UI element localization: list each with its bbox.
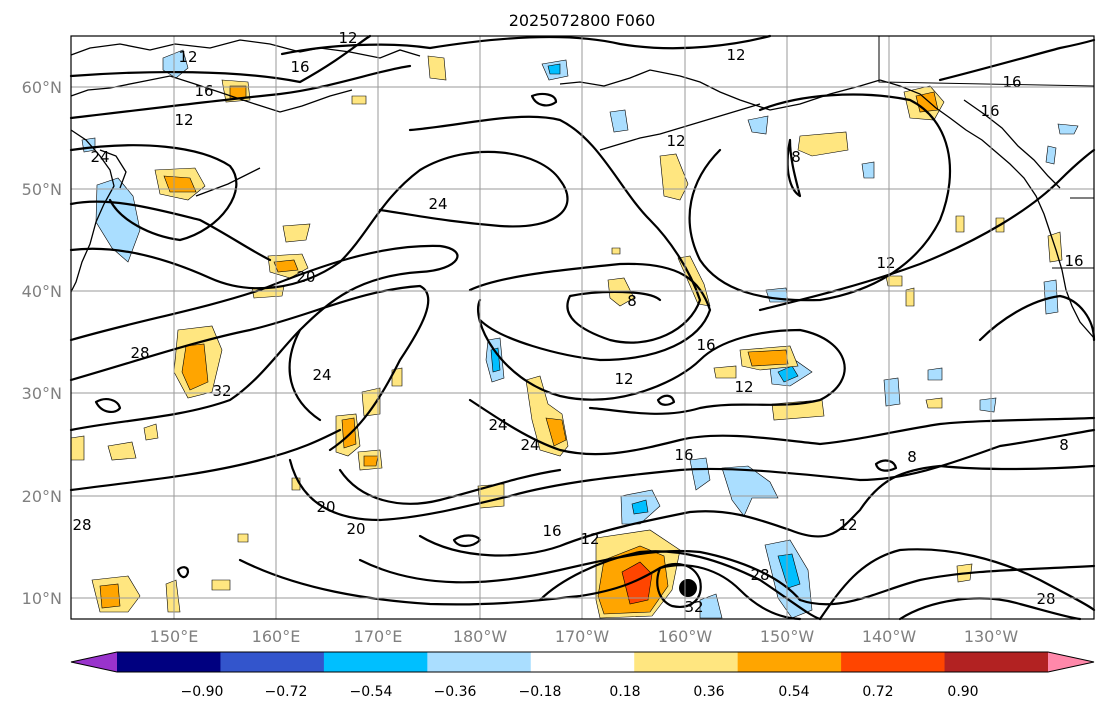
colorbar-tick-label: 0.90 <box>947 684 978 700</box>
colorbar-tick-label: −0.18 <box>519 684 562 700</box>
contour-label: 20 <box>316 498 335 516</box>
colorbar-tick-label: −0.72 <box>265 684 308 700</box>
contour-label: 8 <box>907 448 917 466</box>
contour-label: 12 <box>666 132 685 150</box>
contour-label: 16 <box>290 58 309 76</box>
contour-label: 12 <box>838 516 857 534</box>
lon-tick-label: 180°W <box>453 627 508 646</box>
coastlines <box>70 39 1095 339</box>
contour-label: 24 <box>312 366 331 384</box>
contour-label: 20 <box>296 268 315 286</box>
contour-label: 12 <box>580 530 599 548</box>
lon-tick-label: 130°W <box>964 627 1019 646</box>
colorbar-tick-label: −0.90 <box>181 684 224 700</box>
contour-label: 12 <box>726 46 745 64</box>
colorbar-tick-label: 0.36 <box>693 684 724 700</box>
lat-tick-label: 10°N <box>22 589 62 608</box>
contour-label: 16 <box>980 102 999 120</box>
lat-tick-label: 40°N <box>22 282 62 301</box>
colorbar-tick-label: −0.36 <box>434 684 477 700</box>
low-center-dot <box>679 579 697 597</box>
colorbar-extend-max <box>1048 652 1094 672</box>
colorbar-segment <box>737 652 842 672</box>
colorbar-segment <box>944 652 1049 672</box>
colorbar-segment <box>841 652 946 672</box>
contour-label: 12 <box>338 29 357 47</box>
borders <box>878 36 1095 269</box>
lon-tick-label: 170°W <box>555 627 610 646</box>
lon-tick-label: 140°W <box>862 627 917 646</box>
colorbar-segment <box>323 652 428 672</box>
colorbar-segments <box>70 651 1095 673</box>
contour-label: 24 <box>90 148 109 166</box>
contour-label: 32 <box>212 382 231 400</box>
colorbar-extend-min <box>71 652 117 672</box>
colorbar-tick-labels: −0.90 −0.72 −0.54 −0.36 −0.18 0.18 0.36 … <box>181 684 979 700</box>
colorbar-segment <box>117 652 221 672</box>
contour-label: 24 <box>428 195 447 213</box>
colorbar-tick-label: 0.54 <box>778 684 809 700</box>
contour-label: 16 <box>542 522 561 540</box>
colorbar-tick-label: 0.18 <box>609 684 640 700</box>
contour-label: 24 <box>488 416 507 434</box>
contour-label: 12 <box>178 48 197 66</box>
contour-label: 16 <box>696 336 715 354</box>
contour-label: 16 <box>194 82 213 100</box>
lat-tick-label: 50°N <box>22 180 62 199</box>
contour-label: 8 <box>791 148 801 166</box>
contour-label: 12 <box>876 254 895 272</box>
gridlines <box>71 36 1094 619</box>
contour-label: 28 <box>750 566 769 584</box>
colorbar-outline <box>70 651 1095 673</box>
contour-label: 12 <box>174 111 193 129</box>
contour-label: 28 <box>72 516 91 534</box>
colorbar-segment <box>634 652 739 672</box>
contour-label: 28 <box>130 344 149 362</box>
contour-label: 28 <box>1036 590 1055 608</box>
colorbar-segment <box>530 652 635 672</box>
lon-tick-label: 160°E <box>252 627 301 646</box>
contour-label: 16 <box>674 446 693 464</box>
lat-tick-labels: 60°N 50°N 40°N 30°N 20°N 10°N <box>22 78 62 608</box>
lat-tick-label: 20°N <box>22 487 62 506</box>
colorbar-segment <box>220 652 325 672</box>
lon-tick-label: 150°W <box>760 627 815 646</box>
contour-label: 16 <box>1064 252 1083 270</box>
contour-label: 8 <box>627 292 637 310</box>
contour-labels: 12 16 16 12 12 24 16 12 16 12 8 24 20 28… <box>72 29 1083 616</box>
lon-tick-label: 170°E <box>354 627 403 646</box>
colorbar-tick-label: −0.54 <box>350 684 393 700</box>
lat-tick-label: 60°N <box>22 78 62 97</box>
contour-label: 32 <box>684 598 703 616</box>
map-panel: 12 16 16 12 12 24 16 12 16 12 8 24 20 28… <box>69 29 1096 621</box>
map-title: 2025072800 F060 <box>509 11 656 30</box>
lon-tick-label: 150°E <box>150 627 199 646</box>
contour-label: 20 <box>346 520 365 538</box>
contour-label: 24 <box>520 436 539 454</box>
contour-label: 16 <box>1002 73 1021 91</box>
lat-tick-label: 30°N <box>22 384 62 403</box>
lon-tick-label: 160°W <box>658 627 713 646</box>
contour-label: 12 <box>734 378 753 396</box>
colorbar-tick-label: 0.72 <box>862 684 893 700</box>
contour-label: 12 <box>614 370 633 388</box>
contour-label: 8 <box>1059 436 1069 454</box>
colorbar: −0.90 −0.72 −0.54 −0.36 −0.18 0.18 0.36 … <box>70 651 1095 700</box>
lon-tick-labels: 150°E 160°E 170°E 180°W 170°W 160°W 150°… <box>150 627 1019 646</box>
colorbar-segment <box>427 652 532 672</box>
